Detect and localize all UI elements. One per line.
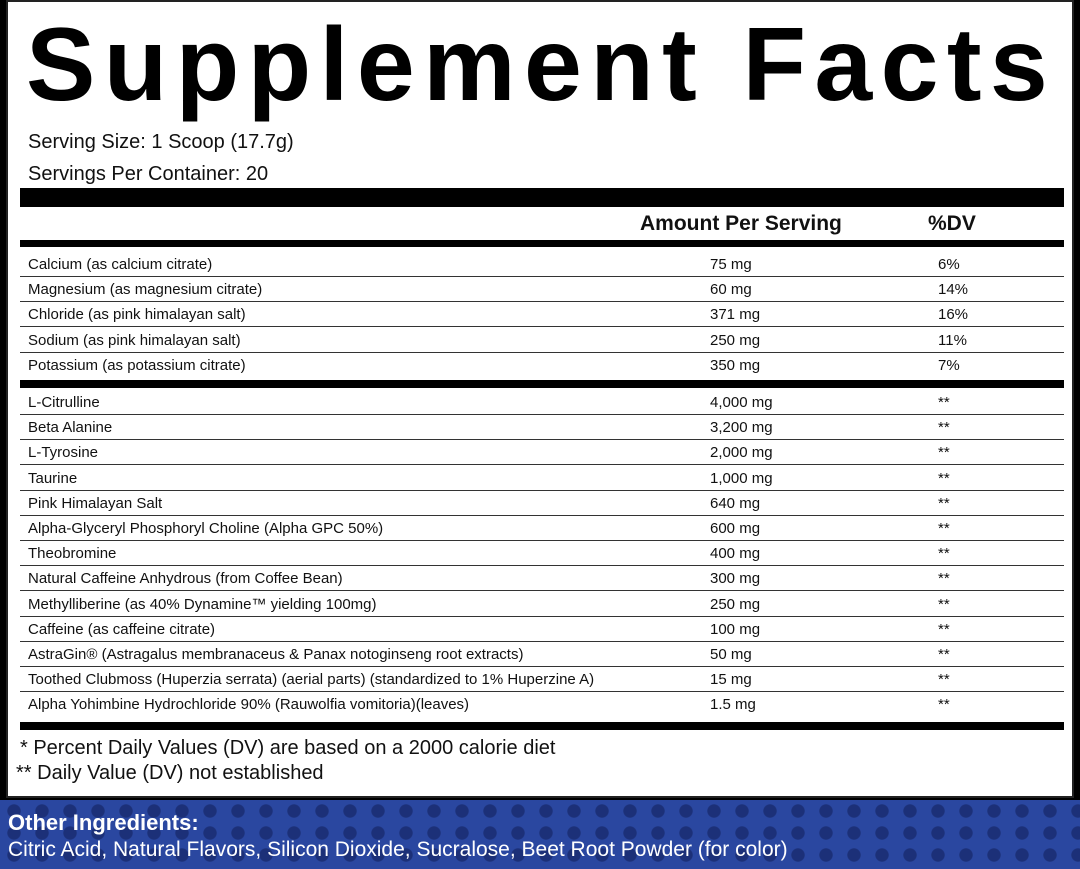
table-row: Theobromine 400 mg ** bbox=[20, 541, 1064, 567]
ingredient-name: Natural Caffeine Anhydrous (from Coffee … bbox=[28, 570, 343, 588]
amount: 15 mg bbox=[710, 671, 752, 689]
table-row: Calcium (as calcium citrate) 75 mg 6% bbox=[20, 252, 1064, 277]
amount: 250 mg bbox=[710, 595, 761, 613]
supplement-facts-panel: Supplement Facts Serving Size: 1 Scoop (… bbox=[6, 0, 1074, 798]
amount: 350 mg bbox=[710, 356, 761, 374]
table-row: Potassium (as potassium citrate) 350 mg 7% bbox=[20, 353, 1064, 378]
ingredient-name: L-Citrulline bbox=[28, 394, 100, 411]
daily-value: ** bbox=[938, 469, 950, 487]
ingredient-name: Beta Alanine bbox=[28, 419, 113, 437]
table-row: Taurine 1,000 mg ** bbox=[20, 466, 1064, 491]
divider bbox=[20, 722, 1064, 730]
ingredient-name: Calcium (as calcium citrate) bbox=[28, 256, 213, 273]
table-row: Chloride (as pink himalayan salt) 371 mg 1… bbox=[20, 302, 1064, 328]
divider bbox=[20, 240, 1064, 247]
other-ingredients-band bbox=[0, 800, 1080, 869]
table-row: AstraGin® (Astragalus membranaceus & Pan… bbox=[20, 642, 1064, 667]
amount: 60 mg bbox=[710, 281, 752, 299]
amount: 300 mg bbox=[710, 570, 761, 588]
table-row: L-Citrulline 4,000 mg ** bbox=[20, 390, 1064, 415]
amount: 4,000 mg bbox=[710, 394, 773, 411]
ingredient-name: Methylliberine (as 40% Dynamine™ yieldin… bbox=[28, 595, 377, 613]
ingredient-name: Pink Himalayan Salt bbox=[28, 494, 163, 512]
table-row: Methylliberine (as 40% Dynamine™ yieldin… bbox=[20, 592, 1064, 617]
daily-value: 11% bbox=[938, 331, 967, 349]
amount: 1.5 mg bbox=[710, 696, 756, 714]
daily-value: ** bbox=[938, 620, 950, 638]
table-row: Beta Alanine 3,200 mg ** bbox=[20, 415, 1064, 441]
ingredient-name: Chloride (as pink himalayan salt) bbox=[28, 306, 246, 324]
daily-value: ** bbox=[938, 646, 950, 663]
daily-value: ** bbox=[938, 696, 950, 714]
table-row: Pink Himalayan Salt 640 mg ** bbox=[20, 491, 1064, 516]
amount: 371 mg bbox=[710, 306, 761, 324]
daily-value: ** bbox=[938, 494, 950, 512]
daily-value: ** bbox=[938, 570, 950, 588]
daily-value: 14% bbox=[938, 281, 969, 299]
amount: 1,000 mg bbox=[710, 469, 773, 487]
ingredient-name: AstraGin® (Astragalus membranaceus & Pan… bbox=[28, 646, 524, 663]
amount-header: Amount Per Serving bbox=[640, 212, 842, 235]
daily-value: 7% bbox=[938, 356, 960, 374]
ingredient-name: Alpha Yohimbine Hydrochloride 90% (Rauwo… bbox=[28, 696, 470, 714]
table-row: Alpha Yohimbine Hydrochloride 90% (Rauwo… bbox=[20, 692, 1064, 717]
amount: 250 mg bbox=[710, 331, 761, 349]
daily-value: ** bbox=[938, 520, 950, 537]
table-row: Natural Caffeine Anhydrous (from Coffee … bbox=[20, 566, 1064, 592]
ingredient-name: Theobromine bbox=[28, 545, 117, 563]
divider bbox=[20, 188, 1064, 207]
amount: 75 mg bbox=[710, 256, 752, 273]
amount: 600 mg bbox=[710, 520, 761, 537]
daily-value: ** bbox=[938, 419, 950, 437]
table-row: Magnesium (as magnesium citrate) 60 mg 14% bbox=[20, 277, 1064, 303]
other-ingredients-heading: Other Ingredients: bbox=[8, 810, 199, 835]
ingredient-name: L-Tyrosine bbox=[28, 444, 99, 462]
ingredient-name: Potassium (as potassium citrate) bbox=[28, 356, 246, 374]
amount: 3,200 mg bbox=[710, 419, 773, 437]
footnote: * Percent Daily Values (DV) are based on… bbox=[20, 737, 556, 759]
amount: 640 mg bbox=[710, 494, 761, 512]
ingredient-name: Caffeine (as caffeine citrate) bbox=[28, 620, 216, 638]
title: Supplement Facts bbox=[26, 7, 1057, 123]
table-row: Toothed Clubmoss (Huperzia serrata) (aer… bbox=[20, 667, 1064, 693]
daily-value: ** bbox=[938, 394, 950, 411]
daily-value: ** bbox=[938, 595, 950, 613]
amount: 100 mg bbox=[710, 620, 761, 638]
daily-value: ** bbox=[938, 671, 950, 689]
dv-header: %DV bbox=[928, 212, 976, 235]
daily-value: 6% bbox=[938, 256, 960, 273]
table-row: Caffeine (as caffeine citrate) 100 mg ** bbox=[20, 617, 1064, 642]
ingredient-name: Taurine bbox=[28, 469, 78, 487]
ingredient-name: Toothed Clubmoss (Huperzia serrata) (aer… bbox=[28, 671, 595, 689]
amount: 50 mg bbox=[710, 646, 752, 663]
serving-size: Serving Size: 1 Scoop (17.7g) bbox=[28, 131, 294, 153]
other-ingredients-text: Citric Acid, Natural Flavors, Silicon Di… bbox=[8, 838, 788, 861]
ingredient-name: Alpha-Glyceryl Phosphoryl Choline (Alpha… bbox=[28, 520, 384, 537]
ingredient-name: Magnesium (as magnesium citrate) bbox=[28, 281, 263, 299]
table-row: Sodium (as pink himalayan salt) 250 mg 11% bbox=[20, 328, 1064, 353]
servings-per-container: Servings Per Container: 20 bbox=[28, 163, 269, 185]
amount: 400 mg bbox=[710, 545, 761, 563]
table-row: L-Tyrosine 2,000 mg ** bbox=[20, 440, 1064, 466]
amount: 2,000 mg bbox=[710, 444, 773, 462]
daily-value: ** bbox=[938, 444, 950, 462]
daily-value: ** bbox=[938, 545, 950, 563]
daily-value: 16% bbox=[938, 306, 969, 324]
table-row: Alpha-Glyceryl Phosphoryl Choline (Alpha… bbox=[20, 516, 1064, 541]
ingredient-name: Sodium (as pink himalayan salt) bbox=[28, 331, 241, 349]
footnote: ** Daily Value (DV) not established bbox=[16, 762, 324, 784]
divider bbox=[20, 380, 1064, 388]
